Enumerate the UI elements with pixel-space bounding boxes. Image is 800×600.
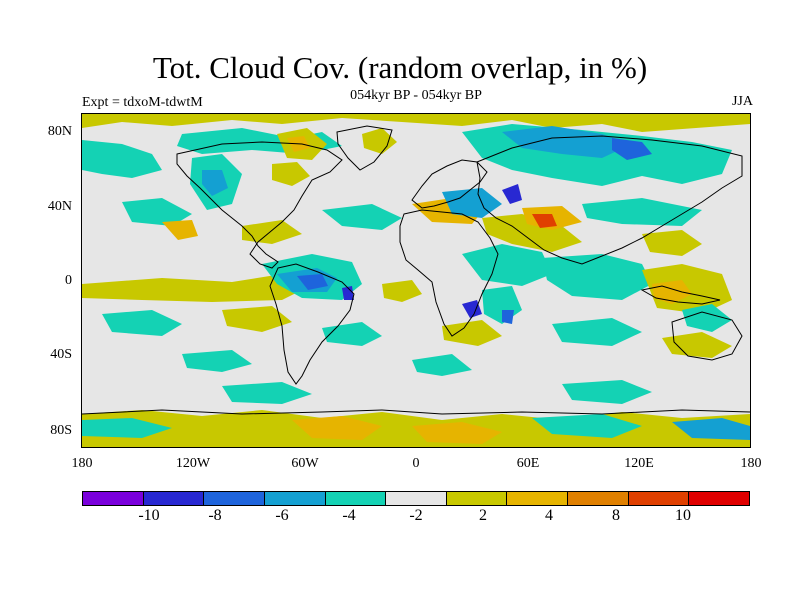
colorbar-label: 2 [479,507,487,524]
anomaly-region [242,220,302,244]
anomaly-region [82,418,172,438]
anomaly-region [582,198,702,226]
coastline-south-america [269,263,355,385]
anomaly-region [672,418,750,440]
x-tick-label: 180 [71,456,93,471]
anomaly-region [292,416,382,440]
chart-subtitle: 054kyr BP - 054kyr BP [350,88,482,103]
anomaly-region [502,184,522,204]
coastline-australia [671,311,743,361]
anomaly-region [502,310,514,324]
colorbar-swatch [143,492,205,505]
anomaly-region [612,138,652,160]
colorbar-label: -8 [208,507,222,524]
anomaly-region [542,254,652,300]
anomaly-region [82,140,162,178]
x-tick-label: 180 [740,456,762,471]
anomaly-region [122,198,192,226]
anomaly-region [82,114,750,132]
anomaly-region [532,414,642,438]
colorbar-swatch [446,492,508,505]
colorbar [82,491,750,506]
coastline-indonesia [640,285,721,305]
anomaly-region [297,274,328,290]
anomaly-region [442,320,502,346]
colorbar-label: 10 [675,507,691,524]
anomaly-region [412,354,472,376]
x-tick-label: 60E [516,456,540,471]
anomaly-region [162,220,198,240]
anomaly-region [642,230,702,256]
colorbar-label: -4 [342,507,356,524]
colorbar-swatch [264,492,326,505]
y-tick-label: 80N [47,124,72,139]
chart-title: Tot. Cloud Cov. (random overlap, in %) [152,50,648,85]
coastline-antarctica [82,409,750,415]
colorbar-label: -10 [138,507,160,524]
colorbar-swatch [325,492,387,505]
colorbar-swatch [204,492,265,505]
anomaly-region [202,170,228,196]
anomaly-region [682,304,732,332]
y-tick-label: 0 [65,273,72,288]
colorbar-swatch [386,492,447,505]
x-tick-label: 120E [624,456,654,471]
anomaly-region [552,318,642,346]
anomaly-region [462,300,482,318]
colorbar-label: 8 [612,507,620,524]
anomaly-region [462,244,552,286]
anomaly-region [222,306,292,332]
map-plot-area [81,113,751,448]
y-tick-label: 80S [50,423,72,438]
anomaly-region [342,286,354,300]
anomaly-region [322,204,402,230]
anomaly-region [182,350,252,372]
coastlines [82,125,750,415]
season-label: JJA [731,94,753,109]
anomaly-region [82,274,302,302]
anomaly-region [562,380,652,404]
x-tick-label: 120W [175,456,211,471]
y-tick-label: 40S [50,347,72,362]
coastline-europe [411,159,488,209]
anomaly-region [502,126,632,158]
colorbar-swatch [628,492,690,505]
y-tick-label: 40N [47,199,72,214]
colorbar-swatch [568,492,629,505]
coastline-north-america [176,141,343,269]
x-tick-label: 0 [412,456,420,471]
colorbar-swatch [507,492,569,505]
colorbar-swatch [83,492,144,505]
colorbar-label: -6 [275,507,289,524]
colorbar-swatch [689,492,750,505]
anomaly-region [322,322,382,346]
coastline-asia [476,135,743,265]
anomaly-region [382,280,422,302]
anomaly-region [222,382,312,404]
anomaly-region [662,332,732,358]
colorbar-label: 4 [545,507,553,524]
anomaly-region [272,162,310,186]
anomaly-region [412,422,502,444]
coastline-greenland [336,125,393,171]
anomaly-region [102,310,182,336]
experiment-label: Expt = tdxoM-tdwtM [82,95,203,110]
anomaly-region [362,128,397,154]
colorbar-label: -2 [409,507,423,524]
coastline-africa [399,209,499,337]
x-tick-label: 60W [291,456,319,471]
cloud-anomaly-field [82,114,750,447]
anomaly-region [532,214,557,228]
